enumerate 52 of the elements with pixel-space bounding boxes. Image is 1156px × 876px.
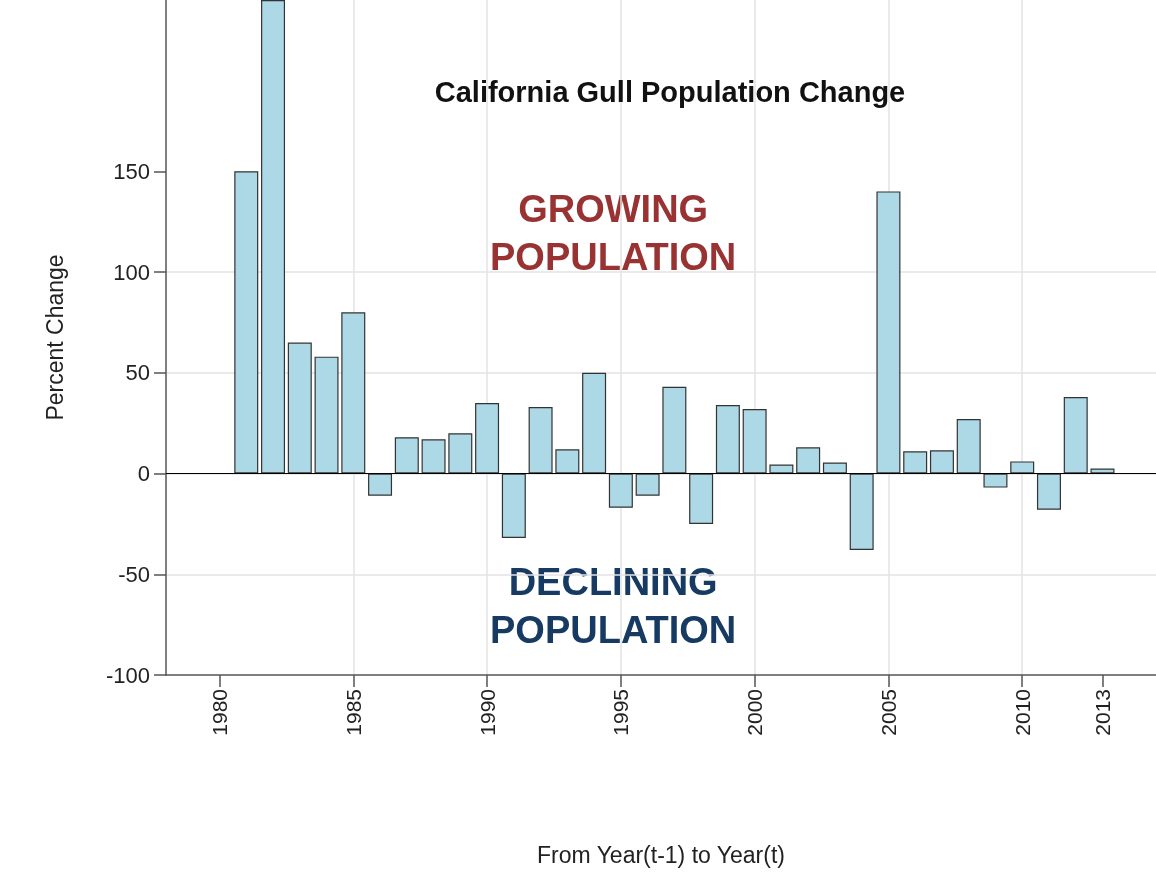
bar: [234, 171, 259, 474]
bar: [849, 473, 874, 551]
bar: [796, 447, 821, 474]
annotation: DECLINING POPULATION: [490, 561, 737, 651]
y-tick-label: 150: [113, 158, 150, 184]
y-tick-label: 100: [113, 259, 150, 285]
bar: [555, 449, 580, 474]
bar: [662, 386, 687, 474]
annotation: GROWING POPULATION: [490, 188, 737, 278]
bar: [421, 439, 446, 474]
bar: [1036, 473, 1061, 510]
bar: [983, 473, 1008, 488]
bar: [1010, 461, 1035, 474]
bar: [261, 0, 286, 474]
y-tick-label: -100: [105, 662, 150, 688]
x-tick-label: 1990: [475, 689, 499, 736]
bar: [528, 407, 553, 474]
x-tick-label: 2010: [1010, 689, 1034, 736]
bar: [1063, 396, 1088, 474]
x-tick-label: 1995: [609, 689, 633, 736]
bar: [903, 451, 928, 474]
x-tick-label: 1985: [341, 689, 365, 736]
bar: [501, 473, 526, 538]
bar: [475, 402, 500, 474]
bar: [956, 419, 981, 474]
bar: [608, 473, 633, 508]
bar: [341, 312, 366, 474]
y-tick-label: 50: [125, 360, 150, 386]
bar: [287, 342, 312, 474]
x-axis-title: From Year(t-1) to Year(t): [537, 841, 785, 868]
text: California Gull Population Change: [434, 75, 906, 108]
bar: [314, 356, 339, 474]
bar: [394, 437, 419, 474]
bar: [769, 464, 794, 474]
bar: [742, 409, 767, 474]
bar: [929, 450, 954, 474]
y-tick-label: 0: [137, 461, 150, 487]
x-tick-label: 2000: [743, 689, 767, 736]
y-axis-title: Percent Change: [41, 254, 68, 421]
bar: [1090, 468, 1115, 474]
bar: [635, 473, 660, 496]
bar: [689, 473, 714, 524]
x-tick-label: 2013: [1090, 689, 1114, 736]
x-tick-label: 2005: [876, 689, 900, 736]
bar: [368, 473, 393, 496]
y-tick-label: -50: [118, 561, 150, 587]
bar: [448, 433, 473, 474]
bar: [876, 191, 901, 474]
bar: [822, 462, 847, 474]
bar: [715, 405, 740, 474]
bar: [582, 372, 607, 474]
x-tick-label: 1980: [208, 689, 232, 736]
